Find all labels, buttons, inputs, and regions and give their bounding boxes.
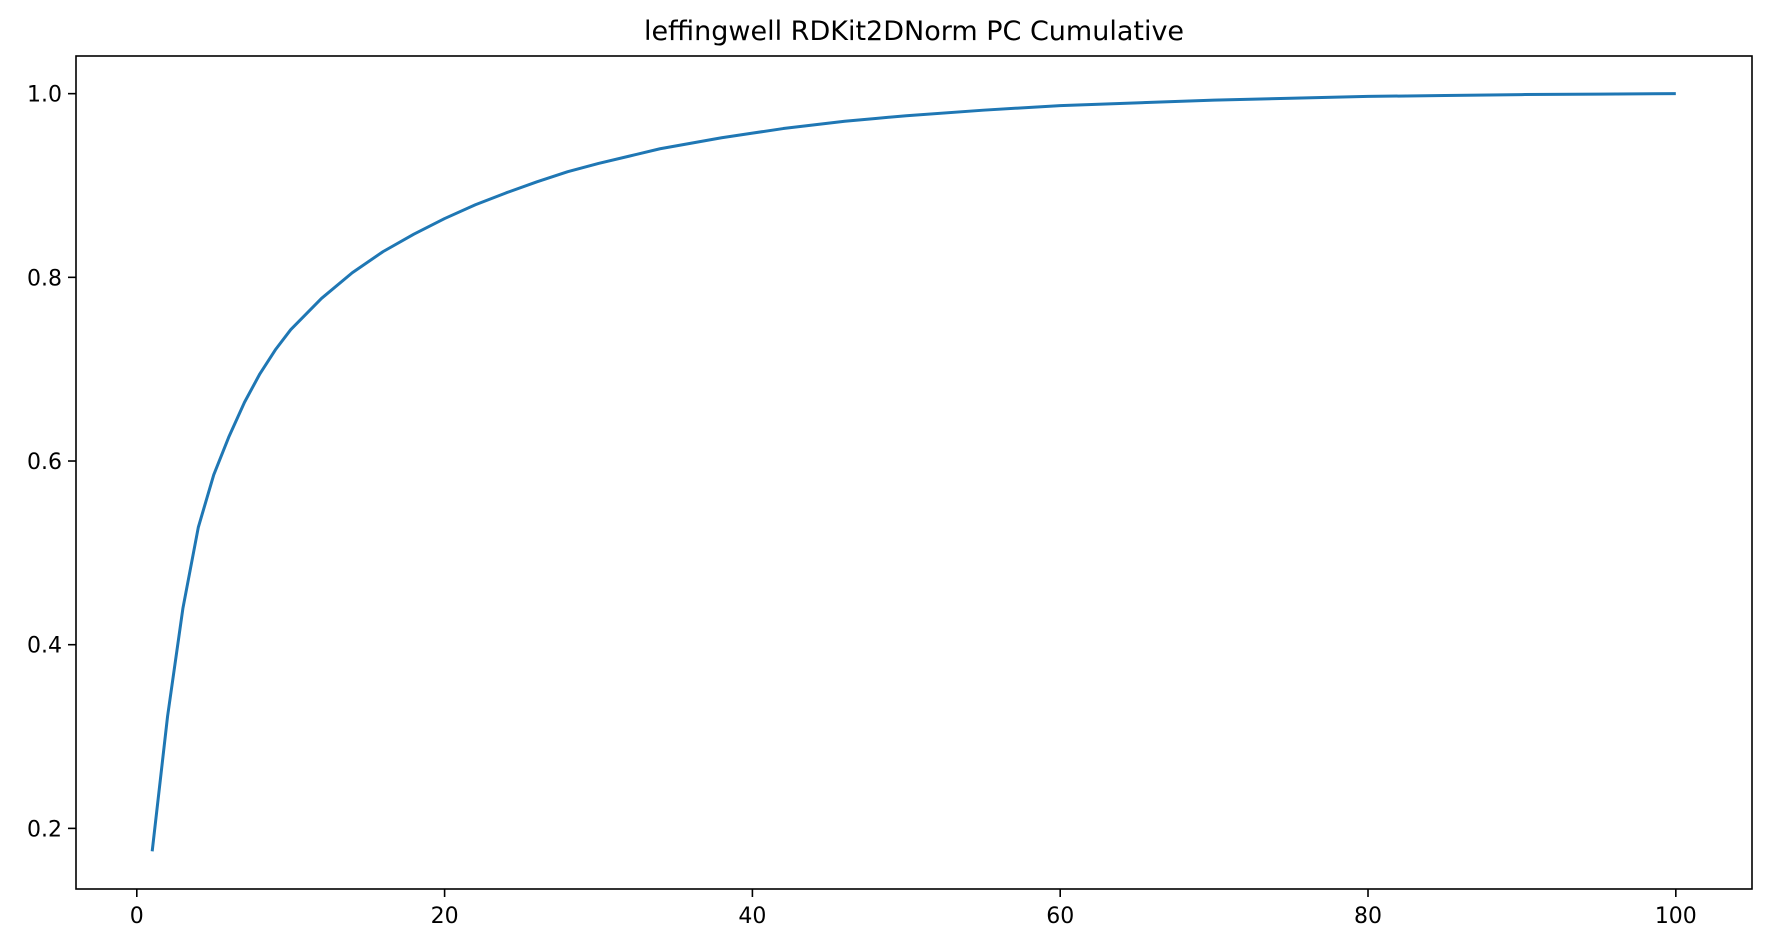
x-tick-label: 80 <box>1354 904 1382 929</box>
x-tick-label: 60 <box>1046 904 1074 929</box>
x-tick-label: 40 <box>738 904 766 929</box>
plot-area <box>150 92 1676 852</box>
chart-title: leffingwell RDKit2DNorm PC Cumulative <box>644 16 1184 47</box>
plot-frame <box>75 55 1753 890</box>
series-line-0 <box>150 92 1676 852</box>
y-tick-label: 0.4 <box>27 634 62 659</box>
x-tick-label: 0 <box>130 904 144 929</box>
y-tick-label: 1.0 <box>27 83 62 108</box>
axes: 0 20 40 60 80 100 0.2 0.4 0.6 0.8 1.0 <box>27 55 1753 929</box>
y-tick-label: 0.2 <box>27 817 62 842</box>
y-tick-label: 0.8 <box>27 266 62 291</box>
y-tick-label: 0.6 <box>27 450 62 475</box>
x-tick-label: 20 <box>431 904 459 929</box>
x-tick-label: 100 <box>1655 904 1697 929</box>
